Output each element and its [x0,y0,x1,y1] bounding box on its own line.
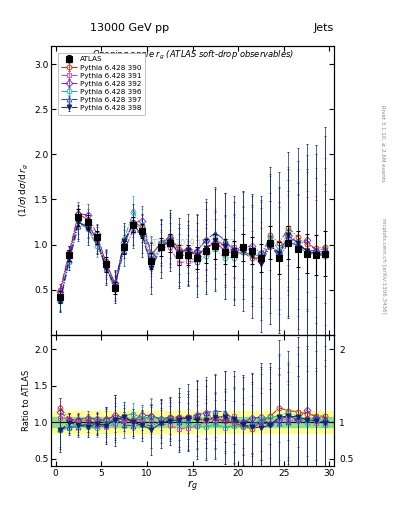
Legend: ATLAS, Pythia 6.428 390, Pythia 6.428 391, Pythia 6.428 392, Pythia 6.428 396, P: ATLAS, Pythia 6.428 390, Pythia 6.428 39… [57,53,145,115]
Text: Opening angle $r_g$ (ATLAS soft-drop observables): Opening angle $r_g$ (ATLAS soft-drop obs… [92,49,294,62]
Y-axis label: $(1/\sigma)\,{\rm d}\sigma/{\rm d}\,r_g$: $(1/\sigma)\,{\rm d}\sigma/{\rm d}\,r_g$ [18,163,31,218]
Text: Jets: Jets [314,23,334,33]
Y-axis label: Ratio to ATLAS: Ratio to ATLAS [22,370,31,431]
Text: ATLAS_2019_I1772062: ATLAS_2019_I1772062 [149,238,236,247]
Text: 13000 GeV pp: 13000 GeV pp [90,23,169,33]
Bar [51,417,334,428]
Text: mcplots.cern.ch [arXiv:1306.3436]: mcplots.cern.ch [arXiv:1306.3436] [381,219,386,314]
Text: Rivet 3.1.10, ≥ 2.6M events: Rivet 3.1.10, ≥ 2.6M events [381,105,386,182]
Bar [51,411,334,433]
X-axis label: $r_g$: $r_g$ [187,479,198,495]
